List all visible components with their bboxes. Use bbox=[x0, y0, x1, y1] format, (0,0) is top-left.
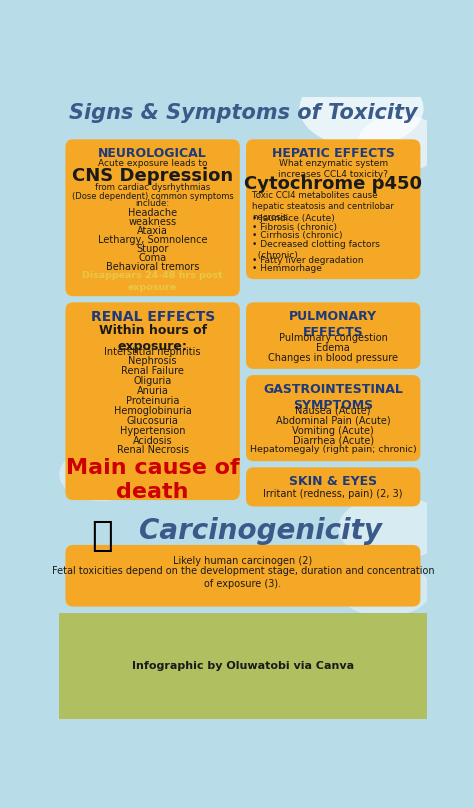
Text: from cardiac dysrhythmias: from cardiac dysrhythmias bbox=[95, 183, 210, 192]
Text: RENAL EFFECTS: RENAL EFFECTS bbox=[91, 310, 215, 324]
Text: HEPATIC EFFECTS: HEPATIC EFFECTS bbox=[272, 147, 395, 160]
FancyBboxPatch shape bbox=[246, 467, 420, 507]
Text: Pulmonary congestion: Pulmonary congestion bbox=[279, 333, 388, 343]
Text: Changes in blood pressure: Changes in blood pressure bbox=[268, 353, 398, 363]
Text: Renal Failure: Renal Failure bbox=[121, 366, 184, 377]
Text: Nausea (Acute): Nausea (Acute) bbox=[295, 406, 371, 416]
Text: Proteinuria: Proteinuria bbox=[126, 396, 179, 406]
Text: SKIN & EYES: SKIN & EYES bbox=[289, 475, 377, 488]
Text: Diarrhea (Acute): Diarrhea (Acute) bbox=[292, 436, 374, 445]
Text: Ataxia: Ataxia bbox=[137, 226, 168, 236]
FancyBboxPatch shape bbox=[65, 139, 240, 297]
Text: Main cause of
death: Main cause of death bbox=[66, 458, 239, 502]
Text: Hepatomegaly (right pain; chronic): Hepatomegaly (right pain; chronic) bbox=[250, 445, 417, 454]
Ellipse shape bbox=[300, 70, 423, 147]
Text: Coma: Coma bbox=[138, 253, 167, 263]
Text: Nephrosis: Nephrosis bbox=[128, 356, 177, 367]
Text: Hypertension: Hypertension bbox=[120, 426, 185, 436]
Ellipse shape bbox=[338, 563, 431, 617]
Text: Renal Necrosis: Renal Necrosis bbox=[117, 445, 189, 456]
FancyBboxPatch shape bbox=[246, 302, 420, 369]
Text: Likely human carcinogen (2): Likely human carcinogen (2) bbox=[173, 556, 312, 566]
FancyBboxPatch shape bbox=[65, 302, 240, 500]
Text: • Fatty liver degradation: • Fatty liver degradation bbox=[252, 256, 364, 265]
Text: • Fibrosis (chronic): • Fibrosis (chronic) bbox=[252, 222, 337, 232]
Text: NEUROLOGICAL: NEUROLOGICAL bbox=[98, 147, 207, 160]
Bar bbox=[59, 612, 427, 719]
Text: • Hemmorhage: • Hemmorhage bbox=[252, 264, 322, 273]
Text: Stupor: Stupor bbox=[137, 244, 169, 254]
Ellipse shape bbox=[59, 448, 145, 501]
Text: • Jaundice (Acute): • Jaundice (Acute) bbox=[252, 214, 335, 223]
Ellipse shape bbox=[338, 495, 447, 561]
Text: Acute exposure leads to: Acute exposure leads to bbox=[98, 158, 208, 167]
Text: Acidosis: Acidosis bbox=[133, 436, 173, 445]
Text: Abdominal Pain (Acute): Abdominal Pain (Acute) bbox=[276, 415, 391, 426]
Text: weakness: weakness bbox=[128, 217, 177, 227]
Text: Fetal toxicities depend on the development stage, duration and concentration
of : Fetal toxicities depend on the developme… bbox=[52, 566, 434, 589]
Text: What enzymatic system
increases CCL4 toxicity?: What enzymatic system increases CCL4 tox… bbox=[278, 158, 388, 179]
Text: Within hours of
exposure:: Within hours of exposure: bbox=[99, 323, 207, 352]
Text: Behavioral tremors: Behavioral tremors bbox=[106, 263, 200, 272]
FancyBboxPatch shape bbox=[65, 545, 420, 607]
FancyBboxPatch shape bbox=[246, 375, 420, 461]
Ellipse shape bbox=[357, 114, 443, 172]
Text: Disappears 24-48 hrs post
exposure: Disappears 24-48 hrs post exposure bbox=[82, 271, 223, 292]
Text: Signs & Symptoms of Toxicity: Signs & Symptoms of Toxicity bbox=[69, 103, 417, 123]
Text: Carcinogenicity: Carcinogenicity bbox=[139, 517, 382, 545]
Text: (Dose dependent) common symptoms: (Dose dependent) common symptoms bbox=[72, 191, 234, 200]
Text: Irritant (redness, pain) (2, 3): Irritant (redness, pain) (2, 3) bbox=[264, 489, 403, 499]
Text: GASTROINTESTINAL
SYMPTOMS: GASTROINTESTINAL SYMPTOMS bbox=[263, 383, 403, 412]
Text: Lethargy, Somnolence: Lethargy, Somnolence bbox=[98, 235, 208, 245]
Text: Edema: Edema bbox=[316, 343, 350, 353]
FancyBboxPatch shape bbox=[246, 139, 420, 279]
Text: 🐤: 🐤 bbox=[91, 519, 113, 553]
Text: Vomiting (Acute): Vomiting (Acute) bbox=[292, 426, 374, 436]
Text: Hemoglobinuria: Hemoglobinuria bbox=[114, 406, 191, 416]
Text: Infographic by Oluwatobi via Canva: Infographic by Oluwatobi via Canva bbox=[132, 661, 354, 671]
Text: • Decreased clotting factors
  (chronic): • Decreased clotting factors (chronic) bbox=[252, 240, 380, 259]
Text: CNS Depression: CNS Depression bbox=[72, 167, 233, 185]
Text: • Cirrhosis (chronic): • Cirrhosis (chronic) bbox=[252, 231, 343, 240]
Text: Toxic CCl4 metabolites cause
hepatic steatosis and centrilobar
necrosis.: Toxic CCl4 metabolites cause hepatic ste… bbox=[252, 191, 394, 222]
Text: Interstitial nephritis: Interstitial nephritis bbox=[104, 347, 201, 356]
Text: PULMONARY
EFFECTS: PULMONARY EFFECTS bbox=[289, 310, 377, 339]
Text: Glucosuria: Glucosuria bbox=[127, 416, 179, 426]
Text: include:: include: bbox=[136, 200, 170, 208]
Text: Cytochrome p450: Cytochrome p450 bbox=[244, 175, 422, 193]
Text: Oliguria: Oliguria bbox=[134, 377, 172, 386]
Text: Headache: Headache bbox=[128, 208, 177, 217]
Text: Anuria: Anuria bbox=[137, 386, 169, 396]
